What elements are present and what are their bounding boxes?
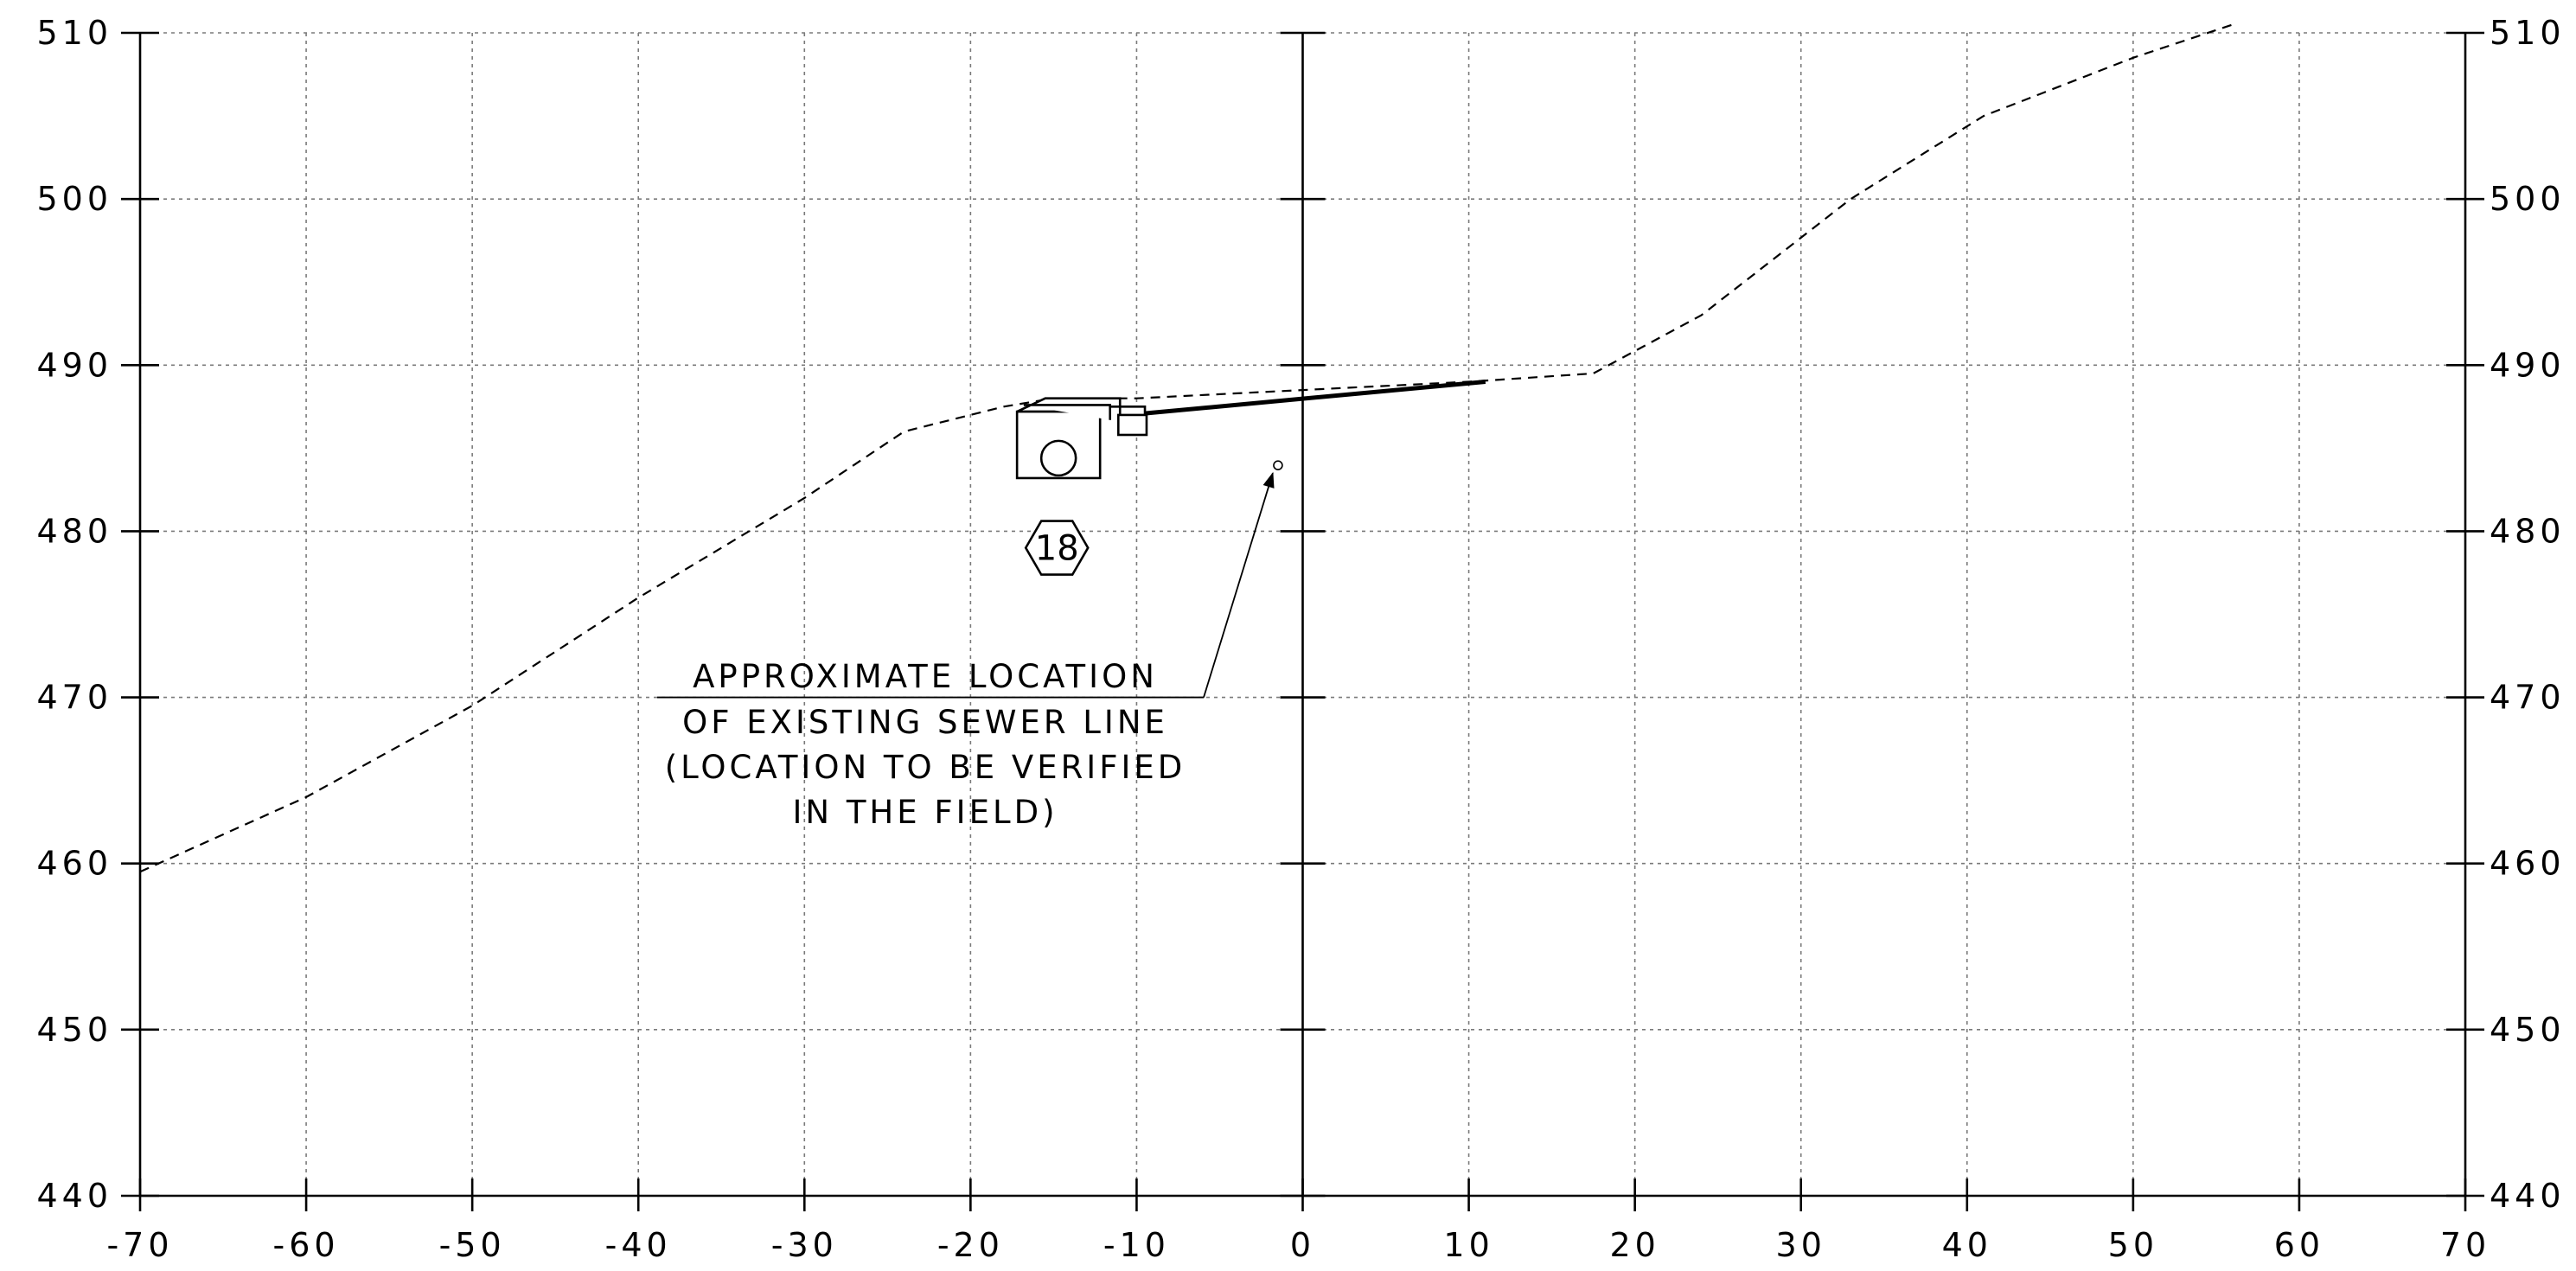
y-tick-label-right: 440 (2490, 1177, 2566, 1215)
x-tick-label: 70 (2440, 1226, 2490, 1264)
x-tick-label: -20 (937, 1226, 1004, 1264)
y-tick-label-right: 510 (2490, 14, 2566, 52)
x-tick-label: 40 (1942, 1226, 1992, 1264)
note-line-4: IN THE FIELD) (792, 794, 1058, 831)
note-line-1: APPROXIMATE LOCATION (693, 658, 1158, 695)
x-tick-label: -70 (106, 1226, 173, 1264)
y-tick-label-right: 470 (2490, 679, 2566, 717)
existing-ground-line (139, 23, 2234, 873)
y-tick-label-right: 500 (2490, 180, 2566, 218)
x-tick-label: 10 (1443, 1226, 1493, 1264)
x-tick-label: -10 (1103, 1226, 1170, 1264)
inlet-structure: 18 (1015, 397, 1148, 576)
x-tick-label: -40 (605, 1226, 672, 1264)
note-line-2: OF EXISTING SEWER LINE (682, 704, 1168, 741)
hexagon-tag (1024, 520, 1090, 576)
hexagon-tag-label: 18 (1035, 529, 1079, 569)
y-tick-label-right: 490 (2490, 346, 2566, 384)
x-tick-label: 30 (1776, 1226, 1826, 1264)
y-tick-label-left: 490 (36, 346, 112, 384)
y-tick-label-left: 440 (36, 1177, 112, 1215)
series-layer (139, 23, 2234, 873)
headwall-lip (1023, 404, 1111, 420)
pipe-end-box (1117, 413, 1148, 437)
x-tick-label: 60 (2274, 1226, 2324, 1264)
y-tick-label-left: 510 (36, 14, 112, 52)
note-line-3: (LOCATION TO BE VERIFIED (665, 749, 1186, 786)
x-tick-label: -50 (439, 1226, 506, 1264)
y-tick-label-right: 460 (2490, 845, 2566, 883)
plot-frame (121, 31, 2484, 1211)
y-tick-label-left: 450 (36, 1011, 112, 1049)
y-tick-label-left: 480 (36, 512, 112, 550)
pipe-opening-circle (1039, 439, 1077, 477)
y-tick-label-right: 450 (2490, 1011, 2566, 1049)
x-tick-label: -30 (771, 1226, 838, 1264)
y-tick-label-left: 470 (36, 679, 112, 717)
leader-line (1203, 472, 1274, 698)
leader-arrowhead (1262, 471, 1275, 489)
y-tick-label-left: 500 (36, 180, 112, 218)
x-tick-label: 50 (2108, 1226, 2158, 1264)
y-tick-label-right: 480 (2490, 512, 2566, 550)
x-tick-label: 0 (1290, 1226, 1315, 1264)
y-tick-label-left: 460 (36, 845, 112, 883)
sewer-note: APPROXIMATE LOCATION OF EXISTING SEWER LI… (657, 460, 1283, 831)
x-tick-label: 20 (1609, 1226, 1659, 1264)
sewer-pipe-line (1128, 380, 1486, 418)
x-tick-label: -60 (273, 1226, 340, 1264)
sewer-location-marker (1273, 460, 1283, 470)
